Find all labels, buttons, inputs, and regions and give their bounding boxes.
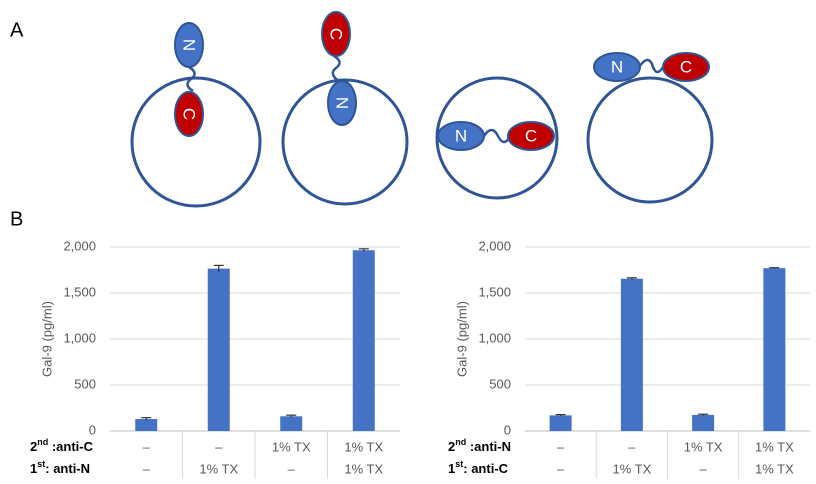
- panel-label: A: [10, 19, 24, 41]
- row-cell: –: [700, 461, 708, 476]
- row-label: 2nd :anti-N: [448, 437, 511, 454]
- y-tick-label: 0: [504, 422, 511, 437]
- row-cell: 1% TX: [199, 461, 238, 476]
- row-label: 2nd :anti-C: [30, 437, 94, 454]
- domain-label: C: [180, 108, 199, 120]
- row-suffix: st: [455, 459, 463, 469]
- panel-label: B: [10, 208, 23, 230]
- bar: [280, 416, 302, 431]
- bar: [621, 279, 643, 431]
- figure: A B N C C N N C N C 0 500 1,000 1,500 2,000 Gal-9 (pg…: [0, 0, 816, 479]
- bar: [550, 415, 572, 431]
- row-cell: 1% TX: [272, 439, 311, 454]
- row-cell: 1% TX: [344, 461, 383, 476]
- row-label: 1st: anti-C: [448, 459, 509, 476]
- row-cell: –: [288, 461, 296, 476]
- row-cell: –: [143, 439, 151, 454]
- row-cell: –: [215, 439, 223, 454]
- y-tick-label: 500: [74, 376, 96, 391]
- row-cell: 1% TX: [755, 461, 794, 476]
- y-tick-label: 0: [89, 422, 96, 437]
- bar: [135, 419, 157, 431]
- row-text: : anti-C: [463, 461, 508, 476]
- row-label: 1st: anti-N: [30, 459, 90, 476]
- domain-label: C: [327, 28, 346, 40]
- domain-label: C: [525, 126, 537, 145]
- y-tick-label: 2,000: [478, 238, 511, 253]
- row-cell: –: [143, 461, 151, 476]
- domain-label: N: [180, 39, 199, 51]
- domain-label: N: [611, 57, 623, 76]
- y-axis-label: Gal-9 (pg/ml): [454, 301, 469, 377]
- row-suffix: st: [37, 459, 45, 469]
- linker: [639, 60, 663, 72]
- bar: [208, 269, 230, 431]
- row-cell: –: [557, 439, 565, 454]
- row-cell: –: [557, 461, 565, 476]
- row-text: : anti-N: [45, 461, 90, 476]
- bar: [353, 250, 375, 431]
- bar: [763, 268, 785, 431]
- y-tick-label: 1,000: [478, 330, 511, 345]
- row-cell: 1% TX: [612, 461, 651, 476]
- row-suffix: nd: [37, 437, 48, 447]
- domain-label: C: [680, 57, 692, 76]
- y-tick-label: 1,500: [478, 284, 511, 299]
- y-tick-label: 2,000: [63, 238, 96, 253]
- row-text: :anti-C: [48, 439, 93, 454]
- bar: [692, 415, 714, 431]
- row-cell: 1% TX: [684, 439, 723, 454]
- row-ordinal: 2: [30, 439, 37, 454]
- row-cell: 1% TX: [755, 439, 794, 454]
- row-text: :anti-N: [466, 439, 511, 454]
- row-ordinal: 2: [448, 439, 455, 454]
- y-axis-label: Gal-9 (pg/ml): [39, 301, 54, 377]
- linker: [333, 56, 340, 82]
- y-tick-label: 1,000: [63, 330, 96, 345]
- row-ordinal: 1: [30, 461, 37, 476]
- row-suffix: nd: [455, 437, 466, 447]
- row-ordinal: 1: [448, 461, 455, 476]
- row-cell: –: [628, 439, 636, 454]
- y-tick-label: 500: [489, 376, 511, 391]
- row-cell: 1% TX: [344, 439, 383, 454]
- y-tick-label: 1,500: [63, 284, 96, 299]
- linker: [484, 130, 510, 142]
- cell: [588, 78, 712, 202]
- domain-label: N: [333, 97, 352, 109]
- domain-label: N: [455, 126, 467, 145]
